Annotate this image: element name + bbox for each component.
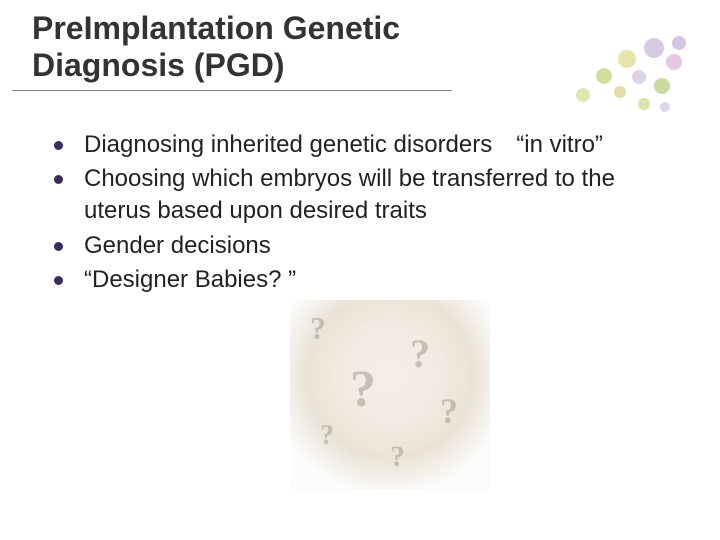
- decorative-dots: [566, 28, 696, 118]
- deco-dot: [618, 50, 636, 68]
- bullet-text: Gender decisions: [84, 232, 271, 259]
- deco-dot: [672, 36, 686, 50]
- deco-dot: [576, 88, 590, 102]
- deco-dot: [666, 54, 682, 70]
- bullet-text: “Designer Babies? ”: [84, 266, 296, 293]
- bullet-text: Choosing which embryos will be transferr…: [84, 165, 615, 224]
- bullet-icon: [54, 242, 63, 251]
- question-mark-icon: ?: [350, 360, 376, 419]
- list-item: Gender decisions: [50, 230, 670, 262]
- deco-dot: [660, 102, 670, 112]
- slide-title: PreImplantation Genetic Diagnosis (PGD): [32, 10, 432, 84]
- question-mark-icon: ?: [440, 390, 458, 432]
- bullet-list: Diagnosing inherited genetic disorders “…: [50, 129, 670, 297]
- background-photo: ??????: [290, 300, 490, 490]
- bullet-icon: [54, 175, 63, 184]
- bullet-icon: [54, 276, 63, 285]
- bullet-text: Diagnosing inherited genetic disorders “…: [84, 131, 603, 158]
- question-mark-icon: ?: [390, 440, 405, 474]
- list-item: “Designer Babies? ”: [50, 264, 670, 296]
- title-block: PreImplantation Genetic Diagnosis (PGD): [12, 0, 452, 91]
- deco-dot: [596, 68, 612, 84]
- question-mark-icon: ?: [410, 330, 430, 377]
- list-item: Choosing which embryos will be transferr…: [50, 163, 670, 228]
- deco-dot: [644, 38, 664, 58]
- deco-dot: [654, 78, 670, 94]
- content-area: Diagnosing inherited genetic disorders “…: [0, 91, 720, 297]
- deco-dot: [638, 98, 650, 110]
- question-mark-icon: ?: [320, 420, 334, 452]
- question-mark-icon: ?: [310, 310, 326, 347]
- deco-dot: [614, 86, 626, 98]
- list-item: Diagnosing inherited genetic disorders “…: [50, 129, 670, 161]
- bullet-icon: [54, 141, 63, 150]
- deco-dot: [632, 70, 646, 84]
